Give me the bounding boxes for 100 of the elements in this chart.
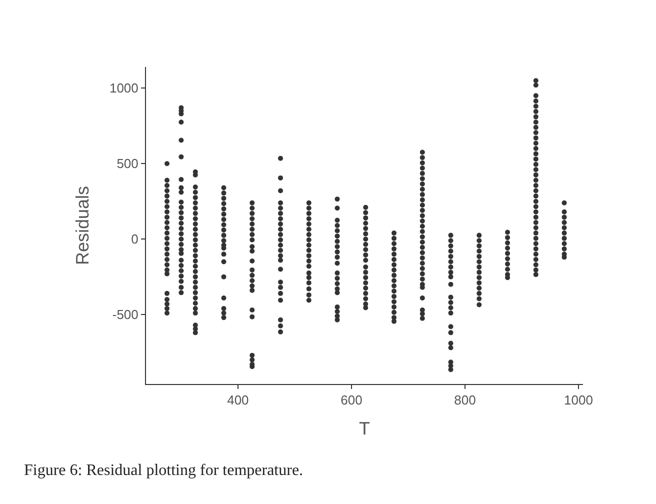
point [420, 234, 425, 240]
point [363, 215, 368, 220]
point [334, 238, 340, 244]
point [533, 183, 538, 188]
point [448, 294, 454, 300]
point [420, 276, 425, 282]
point [306, 298, 312, 303]
point [192, 200, 198, 206]
y-tick-label: 500 [116, 156, 138, 172]
x-tick-label: 800 [454, 392, 476, 408]
point [420, 150, 425, 155]
point [420, 186, 425, 192]
point [334, 270, 340, 276]
point [420, 316, 425, 321]
point [164, 306, 170, 312]
point [250, 226, 255, 232]
point [221, 185, 226, 190]
point [448, 282, 454, 287]
point [562, 220, 567, 225]
point [164, 178, 170, 183]
point [533, 209, 538, 214]
point [278, 298, 284, 303]
point [533, 220, 538, 225]
point [476, 280, 482, 286]
point [562, 241, 567, 246]
point [164, 290, 170, 296]
point [448, 330, 454, 336]
point [164, 204, 170, 210]
point [221, 238, 226, 244]
point [164, 246, 170, 252]
point [192, 210, 198, 216]
point [363, 270, 368, 275]
point [164, 183, 170, 188]
point [178, 176, 184, 182]
point [306, 258, 312, 264]
point [192, 269, 198, 274]
point [250, 232, 255, 238]
point [334, 196, 340, 202]
point [533, 178, 538, 183]
point [221, 216, 226, 222]
point [250, 288, 255, 293]
point [221, 252, 226, 257]
point [221, 295, 226, 300]
point [533, 104, 538, 109]
point [278, 156, 284, 161]
point [533, 236, 538, 241]
point [192, 237, 198, 242]
point [221, 228, 226, 233]
point [392, 310, 397, 315]
y-tick-label: 1000 [109, 80, 138, 96]
point [164, 262, 170, 268]
point [533, 241, 538, 246]
point [448, 300, 454, 305]
point [476, 238, 482, 244]
point [476, 286, 482, 291]
point [505, 240, 510, 246]
point [278, 258, 284, 263]
point [192, 300, 198, 306]
point [476, 259, 482, 264]
point [533, 272, 538, 278]
point [392, 288, 397, 294]
point [192, 310, 198, 316]
point [250, 216, 255, 222]
point [448, 264, 454, 270]
point [533, 156, 538, 162]
point [533, 214, 538, 220]
point [221, 306, 226, 312]
point [221, 259, 226, 264]
point [448, 274, 454, 280]
point [533, 82, 538, 88]
point [533, 252, 538, 257]
point [363, 280, 368, 286]
point [250, 244, 255, 250]
point [505, 256, 510, 262]
point [192, 258, 198, 264]
point [420, 244, 425, 250]
point [334, 254, 340, 260]
point [363, 296, 368, 302]
point [363, 220, 368, 226]
point [221, 190, 226, 196]
point [164, 252, 170, 257]
caption: Figure 6: Residual plotting for temperature. [24, 462, 304, 479]
point [476, 254, 482, 259]
point [306, 237, 312, 242]
point [334, 223, 340, 228]
point [164, 188, 170, 194]
point [334, 309, 340, 314]
point [306, 200, 312, 206]
point [420, 181, 425, 186]
point [420, 250, 425, 256]
point [420, 255, 425, 260]
point [334, 249, 340, 254]
point [164, 209, 170, 214]
point [178, 242, 184, 247]
point [306, 221, 312, 226]
point [533, 188, 538, 194]
point [420, 218, 425, 224]
point [278, 290, 284, 296]
point [278, 329, 284, 334]
point [250, 352, 255, 358]
